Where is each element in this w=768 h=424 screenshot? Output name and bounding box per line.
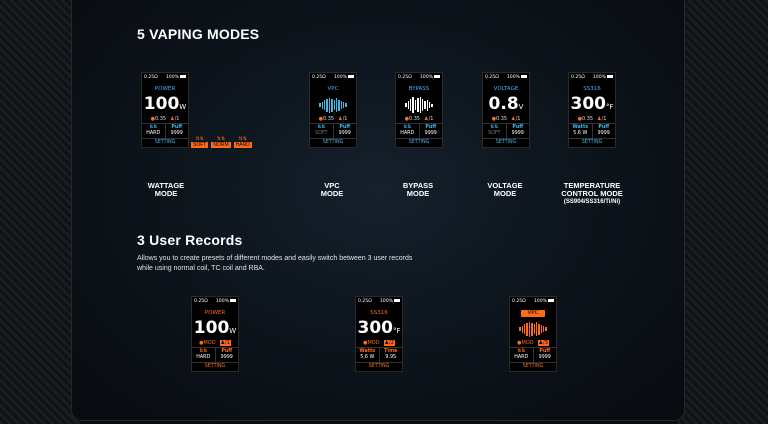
mode-name: POWER [204, 310, 226, 316]
mode-name: BYPASS [408, 86, 430, 92]
screen-record-1: 0.25Ω 100% POWER 100W ●MOD ♟/1 ⇅⇅ HARD Puff 9… [191, 296, 239, 372]
power-value: 100W [143, 94, 187, 114]
battery-icon [607, 74, 613, 78]
user-icon: ♟ [511, 116, 516, 122]
battery-icon [394, 298, 400, 302]
screen-record-2: 0.25Ω 100% SS316 300°F ●MOD ♟/2 Watts 5.6 W… [355, 296, 403, 372]
battery-icon [230, 298, 236, 302]
screen-bypass: 0.25Ω 100% BYPASS ●0.35 ♟/1 ⇅⇅ HARD Puff 9999… [395, 72, 443, 148]
battery-readout: 100% [165, 74, 179, 80]
coil-icon: ● [199, 340, 204, 346]
curve-arrow-icon: ⇅⇅ [195, 136, 204, 142]
screen-temperature: 0.25Ω 100% SS316 300°F ●0.35 ♟/1 Watts 5.6 … [568, 72, 616, 148]
mode-label-voltage: VOLTAGE MODE [487, 181, 523, 198]
resistance-readout: 0.25Ω [144, 74, 158, 80]
setting-label: SETTING [142, 138, 188, 147]
battery-icon [348, 74, 354, 78]
vpc-waveform-icon [510, 319, 556, 339]
screen-record-3: 0.25Ω 100% VPC ●MOD ♟/3 ⇅⇅ HARD Puff 9999 SET… [509, 296, 557, 372]
user-icon: ♟ [338, 116, 343, 122]
user-icon: ♟ [220, 340, 226, 346]
mode-name: VOLTAGE [493, 86, 519, 92]
coil-icon: ● [318, 116, 323, 122]
screen-voltage: 0.25Ω 100% VOLTAGE 0.8V ●0.35 ♟/1 ⇅⇅ SOFT Pu… [482, 72, 530, 148]
vpc-waveform-icon [310, 95, 356, 115]
coil-icon: ● [363, 340, 368, 346]
curve-norm: ⇅⇅ NORM [211, 136, 231, 148]
coil-icon: ● [150, 116, 155, 122]
mode-label-vpc: VPC MODE [320, 181, 344, 198]
coil-icon: ● [491, 116, 496, 122]
info-row: ●0.35 ♟/1 [150, 116, 180, 122]
user-records-description: Allows you to create presets of differen… [137, 255, 413, 272]
user-icon: ♟ [538, 340, 544, 346]
user-icon: ♟ [170, 116, 175, 122]
bypass-waveform-icon [396, 95, 442, 115]
mode-name: VPC [327, 86, 339, 92]
mode-name: POWER [154, 86, 176, 92]
user-icon: ♟ [597, 116, 602, 122]
battery-icon [548, 298, 554, 302]
battery-icon [521, 74, 527, 78]
coil-icon: ● [517, 340, 522, 346]
mode-name: VPC [521, 310, 545, 317]
coil-icon: ● [404, 116, 409, 122]
mode-label-wattage: WATTAGE MODE [147, 181, 185, 198]
section-title-user-records: 3 User Records [137, 232, 243, 248]
background-texture-left [0, 0, 80, 424]
curve-options: ⇅⇅ SOFT ⇅⇅ NORM ⇅⇅ HARD [191, 136, 252, 148]
background-texture-right [678, 0, 768, 424]
screen-wattage: 0.25Ω 100% POWER 100W ●0.35 ♟/1 ⇅⇅ HARD Puff… [141, 72, 189, 148]
mode-name: SS316 [583, 86, 601, 92]
curve-soft: ⇅⇅ SOFT [191, 136, 209, 148]
screen-vpc: 0.25Ω 100% VPC ●0.35 ♟/1 ⇅⇅ SOFT Puff 9999 SE… [309, 72, 357, 148]
curve-arrow-icon: ⇅⇅ [238, 136, 247, 142]
section-title-vaping-modes: 5 VAPING MODES [137, 26, 260, 42]
user-icon: ♟ [384, 340, 390, 346]
curve-arrow-icon: ⇅⇅ [216, 136, 226, 142]
user-icon: ♟ [424, 116, 429, 122]
mode-name: SS316 [370, 310, 388, 316]
coil-icon: ● [577, 116, 582, 122]
battery-icon [180, 74, 186, 78]
curve-hard: ⇅⇅ HARD [233, 136, 252, 148]
battery-icon [434, 74, 440, 78]
mode-label-bypass: BYPASS MODE [402, 181, 434, 198]
mode-label-temperature: TEMPERATURE CONTROL MODE (SS904/SS316/Ti… [561, 181, 623, 206]
